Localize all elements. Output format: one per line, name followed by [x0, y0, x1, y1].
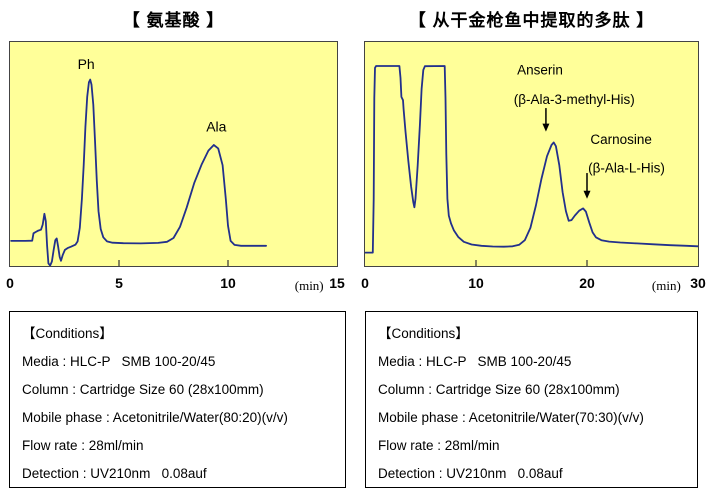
condition-line: Mobile phase : Acetonitrile/Water(70:30)… — [378, 410, 644, 425]
condition-line: Flow rate : 28ml/min — [378, 438, 500, 453]
x-tick-label: 20 — [579, 275, 595, 291]
condition-line: Detection : UV210nm 0.08auf — [378, 466, 563, 481]
right-chart-title: 【 从干金枪鱼中提取的多肽 】 — [408, 11, 655, 30]
peak-label: Anserin — [517, 63, 563, 78]
peak-arrow-head — [583, 190, 591, 199]
condition-line: Mobile phase : Acetonitrile/Water(80:20)… — [22, 410, 288, 425]
x-tick-label: 0 — [361, 275, 369, 291]
conditions-box-right: 【Conditions】 Media : HLC-P SMB 100-20/45… — [365, 311, 698, 488]
conditions-header: 【Conditions】 — [22, 326, 113, 341]
tuna-peptide-chromatogram: Anserin (β-Ala-3-methyl-His) Carnosine (β-A… — [364, 41, 699, 267]
x-tick-label: 5 — [115, 275, 123, 291]
conditions-lines: Media : HLC-P SMB 100-20/45 Column : Cart… — [22, 348, 345, 488]
condition-line: Detection : UV210nm 0.08auf — [22, 466, 207, 481]
condition-line: Media : HLC-P SMB 100-20/45 — [22, 354, 216, 369]
x-tick-label: 15 — [329, 275, 345, 291]
peak-label: Ph — [78, 56, 95, 72]
condition-line: Media : HLC-P SMB 100-20/45 — [378, 354, 572, 369]
chromatogram-trace — [365, 65, 698, 254]
x-tick-label: 30 — [690, 275, 706, 291]
peak-label: (β-Ala-L-His) — [588, 161, 665, 176]
conditions-header: 【Conditions】 — [378, 326, 469, 341]
peak-arrow-head — [542, 123, 550, 132]
amino-acid-chromatogram: Ph Ala — [9, 41, 338, 267]
x-tick-label: 10 — [468, 275, 484, 291]
conditions-box-left: 【Conditions】 Media : HLC-P SMB 100-20/45… — [9, 311, 346, 488]
conditions-lines: Media : HLC-P SMB 100-20/45 Column : Cart… — [378, 348, 697, 488]
peak-label: Carnosine — [590, 132, 652, 147]
peak-label: Ala — [206, 118, 226, 134]
x-axis-unit-label: (min) — [294, 278, 324, 293]
chromatogram-trace — [10, 78, 267, 266]
chart-canvas: Ph Ala — [10, 56, 267, 266]
peak-label: (β-Ala-3-methyl-His) — [514, 92, 635, 107]
condition-line: Column : Cartridge Size 60 (28x100mm) — [378, 382, 620, 397]
condition-line: Column : Cartridge Size 60 (28x100mm) — [22, 382, 264, 397]
x-axis-unit-label: (min) — [651, 278, 681, 293]
left-chart-title: 【 氨基酸 】 — [122, 11, 225, 30]
condition-line: Flow rate : 28ml/min — [22, 438, 144, 453]
chart-canvas: Anserin (β-Ala-3-methyl-His) Carnosine (β-A… — [365, 63, 698, 266]
x-tick-label: 0 — [6, 275, 14, 291]
x-tick-label: 10 — [220, 275, 236, 291]
